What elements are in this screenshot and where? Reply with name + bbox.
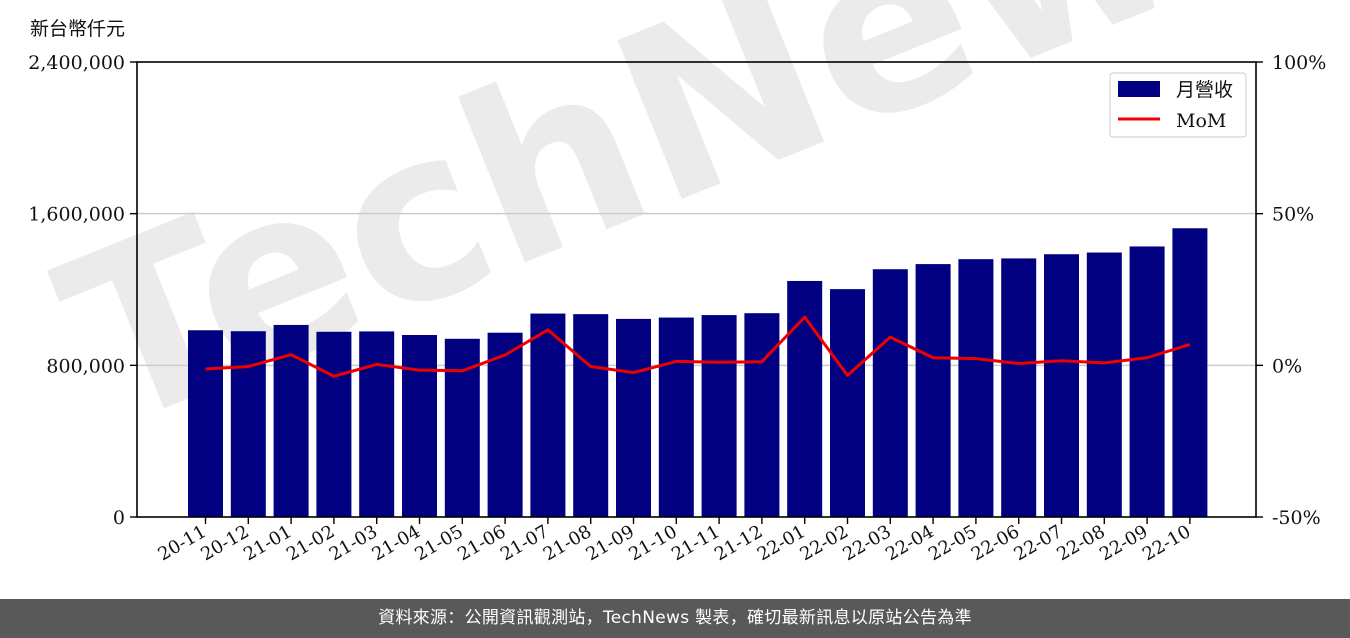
x-tick-label-22-01: 22-01	[754, 521, 809, 565]
x-tick-label-21-12: 21-12	[711, 521, 766, 565]
y-right-tick-label: 50%	[1272, 204, 1314, 226]
bar-21-06	[487, 332, 523, 517]
bar-22-01	[787, 280, 823, 517]
y-left-tick-label: 0	[113, 507, 125, 529]
bar-21-05	[444, 338, 480, 517]
bar-21-02	[316, 331, 352, 517]
x-tick-label-21-01: 21-01	[240, 521, 295, 565]
bar-20-11	[188, 330, 223, 517]
x-tick-label-20-11: 20-11	[155, 521, 210, 565]
x-tick-label-21-09: 21-09	[583, 521, 638, 565]
x-tick-label-21-03: 21-03	[326, 521, 381, 565]
bar-22-06	[1001, 258, 1037, 517]
x-tick-label-21-08: 21-08	[540, 521, 595, 565]
bar-22-04	[915, 264, 951, 517]
x-tick-label-22-07: 22-07	[1011, 521, 1066, 565]
x-tick-label-22-02: 22-02	[797, 521, 852, 565]
mom-line-path	[205, 315, 1191, 378]
x-tick-label-21-07: 21-07	[497, 521, 552, 565]
bar-22-07	[1044, 254, 1079, 518]
chart: TechNews 0800,0001,600,0002,400,000-50%0…	[28, 0, 1344, 565]
x-tick-label-21-05: 21-05	[411, 521, 466, 565]
x-tick-label-22-08: 22-08	[1053, 521, 1108, 565]
legend: 月營收 MoM	[1109, 72, 1247, 138]
bar-22-03	[872, 269, 908, 517]
x-tick-label-22-03: 22-03	[839, 521, 894, 565]
x-tick-label-22-06: 22-06	[968, 521, 1023, 565]
legend-label-mom: MoM	[1176, 110, 1226, 132]
x-tick-label-21-06: 21-06	[454, 521, 509, 565]
x-tick-label-22-05: 22-05	[925, 521, 980, 565]
mom-line	[205, 315, 1191, 378]
bar-21-03	[359, 331, 395, 517]
bar-21-11	[701, 315, 737, 517]
source-footer: 資料來源：公開資訊觀測站，TechNews 製表，確切最新訊息以原站公告為準	[0, 599, 1350, 638]
bar-22-08	[1086, 252, 1122, 517]
bar-20-12	[230, 331, 266, 517]
x-tick-label-20-12: 20-12	[197, 521, 252, 565]
y-left-tick-label: 1,600,000	[28, 204, 125, 226]
y-right-tick-label: 0%	[1272, 355, 1302, 377]
x-tick-label-22-04: 22-04	[882, 521, 937, 565]
legend-label-revenue: 月營收	[1176, 79, 1233, 101]
bar-21-10	[658, 317, 694, 517]
x-tick-label-21-02: 21-02	[283, 521, 338, 565]
y-left-tick-label: 800,000	[46, 355, 125, 377]
bar-21-12	[744, 313, 780, 517]
bar-21-04	[402, 335, 437, 517]
bar-22-10	[1172, 228, 1208, 517]
x-tick-label-21-11: 21-11	[668, 521, 723, 565]
bar-21-07	[530, 313, 566, 517]
y-axis-unit-label: 新台幣仟元	[30, 18, 126, 40]
bar-22-05	[958, 259, 994, 517]
x-tick-label-22-09: 22-09	[1096, 521, 1151, 565]
y-left-tick-label: 2,400,000	[28, 52, 125, 74]
x-tick-label-21-10: 21-10	[625, 521, 680, 565]
bar-21-08	[573, 314, 609, 517]
plot-frame	[136, 61, 1257, 518]
legend-swatch-revenue	[1118, 81, 1160, 97]
y-right-tick-label: 100%	[1272, 52, 1326, 74]
x-tick-label-22-10: 22-10	[1139, 521, 1194, 565]
bar-21-09	[616, 318, 651, 517]
bar-22-09	[1129, 246, 1165, 517]
y-right-tick-label: -50%	[1272, 507, 1321, 529]
bar-22-02	[830, 289, 865, 517]
x-tick-label-21-04: 21-04	[369, 521, 424, 565]
